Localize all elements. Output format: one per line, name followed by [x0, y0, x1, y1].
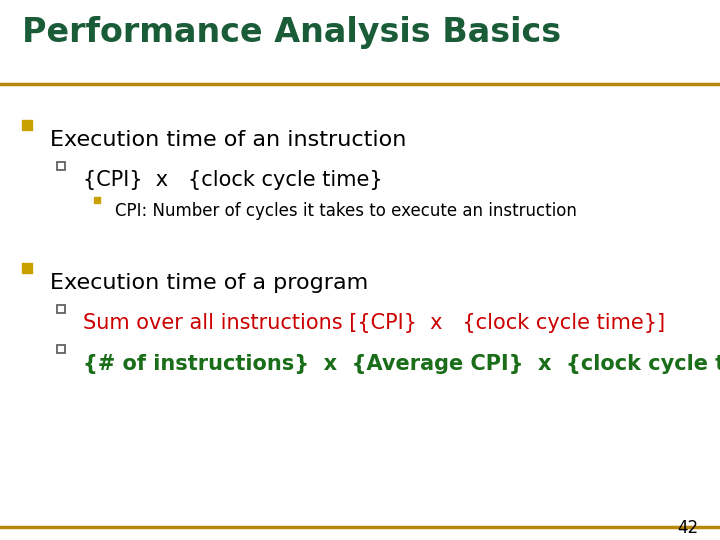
Text: {CPI}  x   {clock cycle time}: {CPI} x {clock cycle time}	[83, 170, 382, 190]
Text: Performance Analysis Basics: Performance Analysis Basics	[22, 16, 561, 49]
Text: Sum over all instructions [{CPI}  x   {clock cycle time}]: Sum over all instructions [{CPI} x {cloc…	[83, 313, 665, 333]
Text: {# of instructions}  x  {Average CPI}  x  {clock cycle time}: {# of instructions} x {Average CPI} x {c…	[83, 354, 720, 374]
Text: Execution time of a program: Execution time of a program	[50, 273, 369, 293]
Text: CPI: Number of cycles it takes to execute an instruction: CPI: Number of cycles it takes to execut…	[115, 202, 577, 220]
Text: 42: 42	[678, 519, 698, 537]
Text: Execution time of an instruction: Execution time of an instruction	[50, 130, 407, 150]
